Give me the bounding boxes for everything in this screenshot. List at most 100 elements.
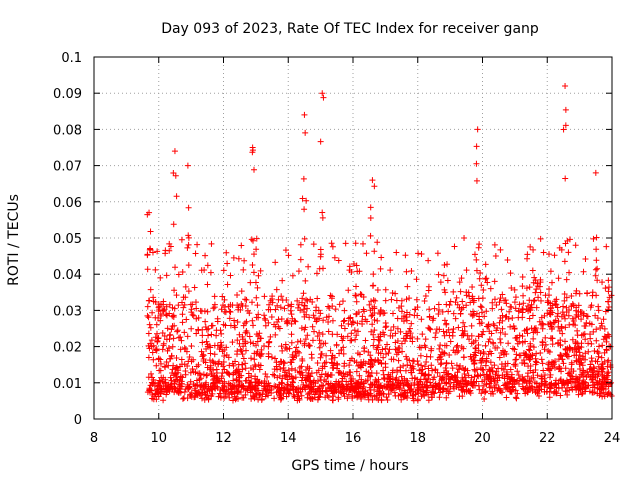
data-point — [271, 372, 278, 379]
data-point — [265, 319, 272, 326]
data-point — [402, 389, 409, 396]
data-point — [209, 358, 216, 365]
data-point — [519, 273, 526, 280]
data-point — [475, 341, 482, 348]
data-point — [481, 389, 488, 396]
data-point — [185, 262, 192, 269]
data-point — [204, 372, 211, 379]
data-point — [450, 288, 457, 295]
data-point — [305, 263, 312, 270]
data-point — [298, 325, 305, 332]
data-point — [594, 358, 601, 365]
y-tick-label: 0.04 — [53, 268, 82, 283]
data-point — [460, 383, 467, 390]
data-point — [409, 395, 416, 402]
data-point — [530, 335, 537, 342]
data-point — [557, 392, 564, 399]
data-point — [224, 281, 231, 288]
data-point — [314, 396, 321, 403]
data-point — [580, 378, 587, 385]
data-point — [408, 382, 415, 389]
data-point — [537, 235, 544, 242]
data-point — [582, 255, 589, 262]
data-point — [147, 324, 154, 331]
data-point — [182, 371, 189, 378]
data-point — [171, 378, 178, 385]
data-point — [328, 355, 335, 362]
data-point — [403, 356, 410, 363]
data-point — [600, 389, 607, 396]
data-point — [239, 351, 246, 358]
data-point — [211, 293, 218, 300]
data-point — [166, 345, 173, 352]
data-point — [555, 318, 562, 325]
data-point — [327, 292, 334, 299]
data-point — [512, 305, 519, 312]
data-point — [561, 290, 568, 297]
data-point — [144, 312, 151, 319]
data-point — [501, 375, 508, 382]
data-point — [317, 354, 324, 361]
data-point — [497, 336, 504, 343]
data-point — [220, 382, 227, 389]
data-point — [605, 284, 612, 291]
data-point — [331, 254, 338, 261]
data-point — [175, 334, 182, 341]
data-point — [533, 359, 540, 366]
data-point — [320, 382, 327, 389]
data-point — [284, 320, 291, 327]
data-point — [375, 350, 382, 357]
data-point — [513, 356, 520, 363]
data-point — [145, 330, 152, 337]
data-point — [199, 389, 206, 396]
data-point — [470, 382, 477, 389]
data-point — [600, 373, 607, 380]
data-point — [345, 287, 352, 294]
data-point — [286, 390, 293, 397]
data-point-peak — [147, 286, 154, 293]
data-point — [274, 384, 281, 391]
data-point — [587, 335, 594, 342]
data-point — [425, 324, 432, 331]
data-point — [487, 367, 494, 374]
data-point — [400, 362, 407, 369]
data-point-peak — [562, 175, 569, 182]
data-point-peak — [248, 236, 255, 243]
data-point — [461, 235, 468, 242]
data-point — [205, 332, 212, 339]
data-point — [188, 325, 195, 332]
data-point — [529, 267, 536, 274]
data-point — [367, 390, 374, 397]
data-point — [181, 344, 188, 351]
data-point — [491, 241, 498, 248]
data-point — [232, 358, 239, 365]
data-point — [588, 302, 595, 309]
data-point — [476, 275, 483, 282]
data-point — [525, 346, 532, 353]
data-point — [482, 342, 489, 349]
data-point — [529, 312, 536, 319]
data-point — [253, 391, 260, 398]
data-point — [308, 386, 315, 393]
data-point — [589, 384, 596, 391]
data-point — [509, 314, 516, 321]
data-point — [238, 288, 245, 295]
data-point — [164, 389, 171, 396]
data-point — [328, 240, 335, 247]
data-point — [199, 353, 206, 360]
data-point — [585, 382, 592, 389]
data-point — [532, 389, 539, 396]
data-point — [348, 380, 355, 387]
data-point — [530, 279, 537, 286]
data-point — [328, 295, 335, 302]
data-point — [554, 304, 561, 311]
data-point — [332, 306, 339, 313]
data-point — [483, 275, 490, 282]
data-point — [520, 357, 527, 364]
data-point — [463, 292, 470, 299]
data-point — [605, 357, 612, 364]
data-point — [353, 368, 360, 375]
y-tick-label: 0.1 — [61, 51, 82, 66]
data-point — [394, 315, 401, 322]
data-point — [285, 389, 292, 396]
